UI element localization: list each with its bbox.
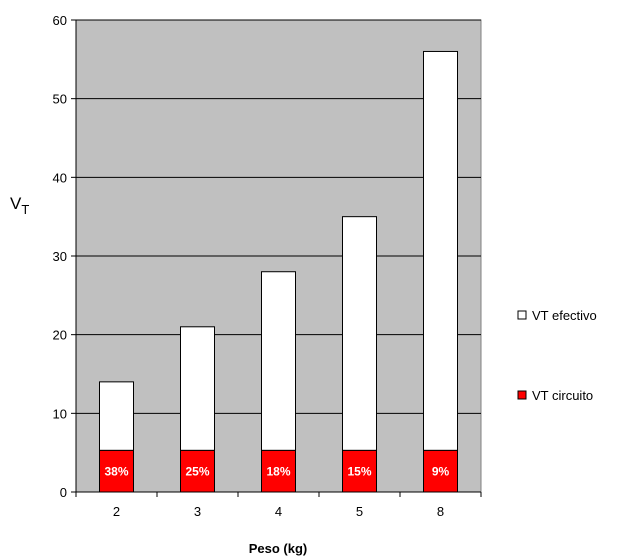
y-tick-label: 50 xyxy=(53,92,67,107)
legend: VT efectivo VT circuito xyxy=(517,308,597,403)
x-tick-label: 2 xyxy=(113,504,120,519)
y-axis-label: VT xyxy=(10,194,29,217)
x-tick-label: 3 xyxy=(194,504,201,519)
data-label: 38% xyxy=(104,465,128,479)
x-axis-label: Peso (kg) xyxy=(249,541,308,556)
y-tick-label: 10 xyxy=(53,406,67,421)
bar-vt-efectivo xyxy=(180,326,215,451)
bar-vt-circuito xyxy=(423,449,458,493)
legend-label-vt-circuito: VT circuito xyxy=(532,388,593,403)
x-tick-labels: 2 3 4 5 8 xyxy=(113,504,444,519)
y-tick-label: 60 xyxy=(53,13,67,28)
bar-vt-efectivo xyxy=(342,216,377,451)
x-tick-label: 8 xyxy=(437,504,444,519)
data-label: 15% xyxy=(347,465,371,479)
axes-group xyxy=(71,19,482,497)
data-label: 25% xyxy=(185,465,209,479)
legend-label-vt-efectivo: VT efectivo xyxy=(532,308,597,323)
data-label: 9% xyxy=(432,465,450,479)
y-tick-label: 30 xyxy=(53,249,67,264)
legend-swatch-vt-efectivo xyxy=(517,310,527,320)
y-tick-label: 20 xyxy=(53,328,67,343)
x-tick-label: 5 xyxy=(356,504,363,519)
y-tick-label: 0 xyxy=(60,485,67,500)
bar-vt-efectivo xyxy=(423,50,458,451)
gridlines xyxy=(76,19,481,414)
x-tick-label: 4 xyxy=(275,504,282,519)
bar-vt-efectivo xyxy=(99,381,134,451)
y-tick-label: 40 xyxy=(53,170,67,185)
data-label: 18% xyxy=(266,465,290,479)
y-tick-labels: 0 10 20 30 40 50 60 xyxy=(53,13,67,500)
y-axis-label-subscript: T xyxy=(21,202,29,217)
bar-vt-circuito xyxy=(99,449,134,493)
legend-swatch-vt-circuito xyxy=(517,390,527,400)
bars-group: 38% 25% 18% 15% 9% xyxy=(99,50,458,493)
bar-vt-efectivo xyxy=(261,271,296,451)
